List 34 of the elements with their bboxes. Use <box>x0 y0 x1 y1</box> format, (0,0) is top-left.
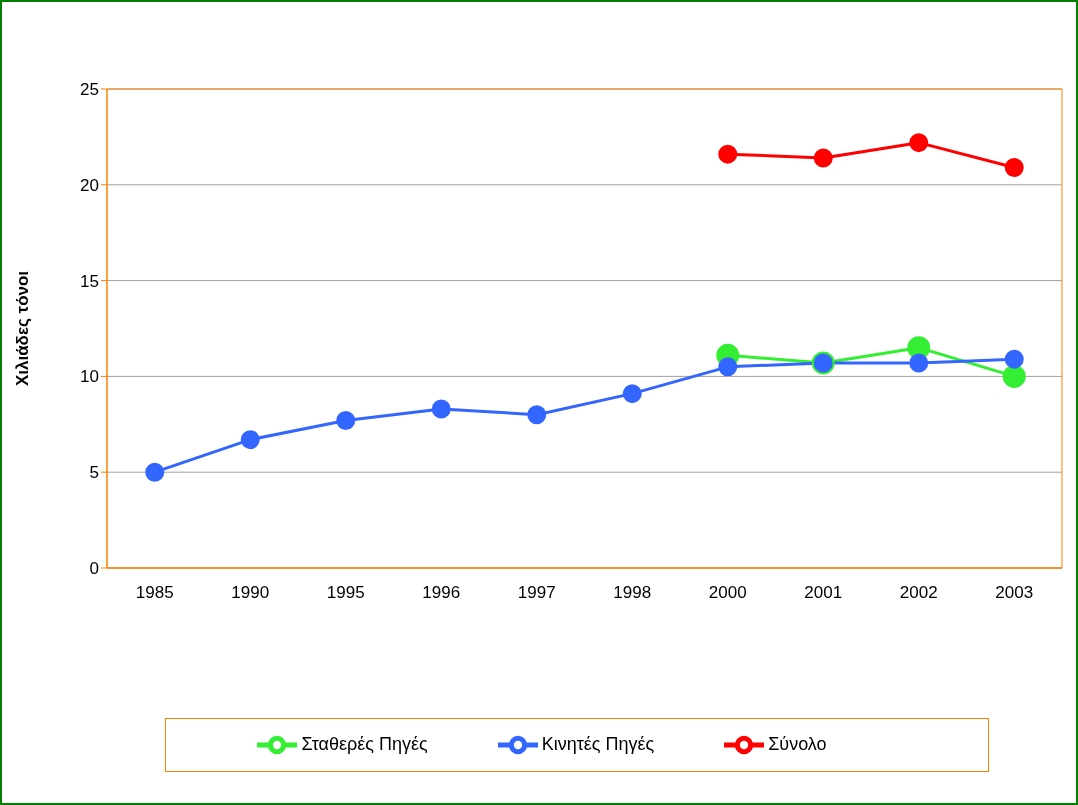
point <box>527 405 547 425</box>
x-tick-label: 1998 <box>613 583 652 603</box>
y-tick-label: 10 <box>80 367 99 387</box>
point <box>145 462 165 482</box>
point <box>909 353 929 373</box>
x-tick-label: 2001 <box>804 583 843 603</box>
y-tick-label: 25 <box>80 80 99 100</box>
point <box>240 430 260 450</box>
x-tick-label: 2000 <box>708 583 747 603</box>
x-tick-label: 1985 <box>135 583 174 603</box>
point <box>336 410 356 430</box>
point <box>431 399 451 419</box>
x-tick-label: 2003 <box>995 583 1034 603</box>
legend-label: Σύνολο <box>768 733 827 754</box>
point <box>718 357 738 377</box>
y-axis-title: Χιλιάδες τόνοι <box>13 270 33 387</box>
y-tick-label: 0 <box>89 559 99 579</box>
legend-label: Σταθερές Πηγές <box>301 733 428 754</box>
x-tick-label: 2002 <box>899 583 938 603</box>
y-tick-label: 20 <box>80 175 99 195</box>
point <box>622 384 642 404</box>
x-tick-label: 1995 <box>326 583 365 603</box>
point <box>813 148 833 168</box>
point <box>718 144 738 164</box>
x-tick-label: 1990 <box>231 583 270 603</box>
x-tick-label: 1997 <box>517 583 556 603</box>
point <box>1002 364 1026 388</box>
y-tick-label: 15 <box>80 271 99 291</box>
legend-label: Κινητές Πηγές <box>541 733 655 754</box>
point <box>1004 158 1024 178</box>
x-tick-label: 1996 <box>422 583 461 603</box>
point <box>909 133 929 153</box>
y-tick-label: 5 <box>89 463 99 483</box>
point <box>1004 349 1024 369</box>
